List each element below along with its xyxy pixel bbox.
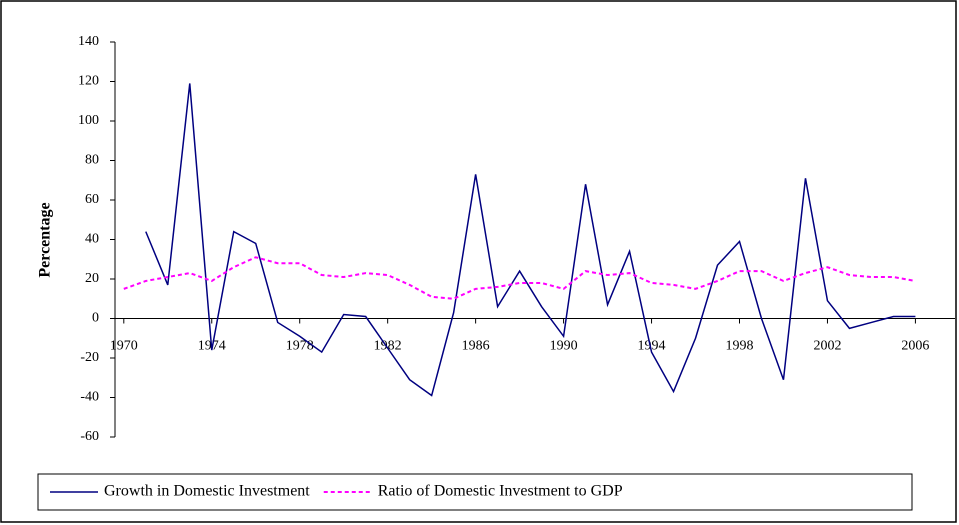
legend-label: Growth in Domestic Investment (104, 483, 310, 500)
x-tick-label: 1986 (462, 339, 490, 354)
y-tick-label: 100 (78, 113, 99, 128)
x-tick-label: 1998 (726, 339, 754, 354)
y-axis-label: Percentage (37, 202, 54, 277)
legend-box (37, 473, 913, 511)
x-tick-label: 2006 (901, 339, 929, 354)
x-tick-label: 1982 (374, 339, 402, 354)
y-tick-label: 120 (78, 74, 99, 89)
y-tick-label: -40 (80, 390, 99, 405)
y-tick-label: 20 (85, 271, 99, 286)
series-line (123, 256, 916, 300)
x-tick-label: 1994 (638, 339, 666, 354)
y-tick-label: 40 (85, 232, 99, 247)
series-line (145, 83, 916, 397)
y-tick-label: -60 (80, 429, 99, 444)
y-tick-label: 0 (92, 311, 99, 326)
y-tick-label: 140 (78, 34, 99, 49)
x-tick-label: 1970 (110, 339, 138, 354)
y-tick-label: 60 (85, 192, 99, 207)
y-tick-label: -20 (80, 350, 99, 365)
x-tick-label: 2002 (813, 339, 841, 354)
y-tick-label: 80 (85, 153, 99, 168)
x-tick-label: 1978 (286, 339, 314, 354)
x-tick-label: 1990 (550, 339, 578, 354)
legend-label: Ratio of Domestic Investment to GDP (378, 483, 623, 500)
